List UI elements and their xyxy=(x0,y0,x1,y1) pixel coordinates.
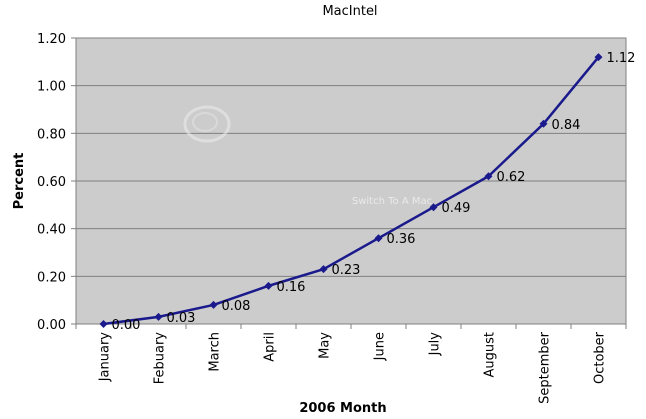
x-tick-label: March xyxy=(208,332,223,372)
data-point-marker xyxy=(539,119,548,128)
data-label: 0.36 xyxy=(387,232,416,247)
data-label: 0.00 xyxy=(112,318,141,333)
data-label: 0.08 xyxy=(222,299,251,314)
x-tick-label: May xyxy=(318,332,333,359)
y-tick-label: 0.20 xyxy=(37,270,66,285)
x-tick-label: October xyxy=(593,331,608,384)
y-axis-ticks: 0.00 0.20 0.40 0.60 0.80 1.00 1.20 xyxy=(37,32,76,333)
data-label: 0.03 xyxy=(167,311,196,326)
y-tick-label: 0.60 xyxy=(37,175,66,190)
x-tick-label: September xyxy=(538,331,553,404)
x-tick-label: August xyxy=(483,332,498,378)
chart-title: MacIntel xyxy=(322,4,377,19)
data-label: 0.16 xyxy=(277,280,306,295)
x-tick-label: June xyxy=(373,332,388,361)
x-tick-label: April xyxy=(263,332,278,362)
data-point-marker xyxy=(429,203,438,212)
x-tick-label: July xyxy=(428,332,443,357)
data-label: 1.12 xyxy=(607,51,636,66)
series-line-layer xyxy=(99,53,603,328)
y-tick-label: 1.20 xyxy=(37,32,66,47)
x-tick-label: Febuary xyxy=(153,332,168,385)
watermark-text: Switch To A Mac xyxy=(352,196,432,207)
y-tick-label: 0.00 xyxy=(37,318,66,333)
data-point-marker xyxy=(209,300,218,309)
data-label: 0.23 xyxy=(332,263,361,278)
y-axis-title: Percent xyxy=(12,153,27,210)
data-label: 0.49 xyxy=(442,201,471,216)
x-axis-title: 2006 Month xyxy=(299,401,386,416)
data-labels: 0.00 0.03 0.08 0.16 0.23 0.36 0.49 0.62 0.84 1.12 xyxy=(112,51,636,333)
data-point-marker xyxy=(99,320,108,328)
y-tick-label: 0.40 xyxy=(37,223,66,238)
x-axis-ticks: January Febuary March April May June July Augus… xyxy=(75,324,627,404)
x-tick-label: January xyxy=(98,332,113,383)
data-point-marker xyxy=(319,265,328,274)
data-point-marker xyxy=(264,281,273,290)
data-point-marker xyxy=(154,312,163,321)
y-tick-label: 1.00 xyxy=(37,80,66,95)
data-label: 0.84 xyxy=(552,118,581,133)
gridlines xyxy=(76,85,626,277)
y-tick-label: 0.80 xyxy=(37,127,66,142)
data-point-marker xyxy=(374,234,383,243)
watermark-logo xyxy=(183,105,231,143)
data-point-marker xyxy=(594,53,603,62)
data-point-marker xyxy=(484,172,493,181)
series-line xyxy=(103,56,600,326)
data-label: 0.62 xyxy=(497,170,526,185)
